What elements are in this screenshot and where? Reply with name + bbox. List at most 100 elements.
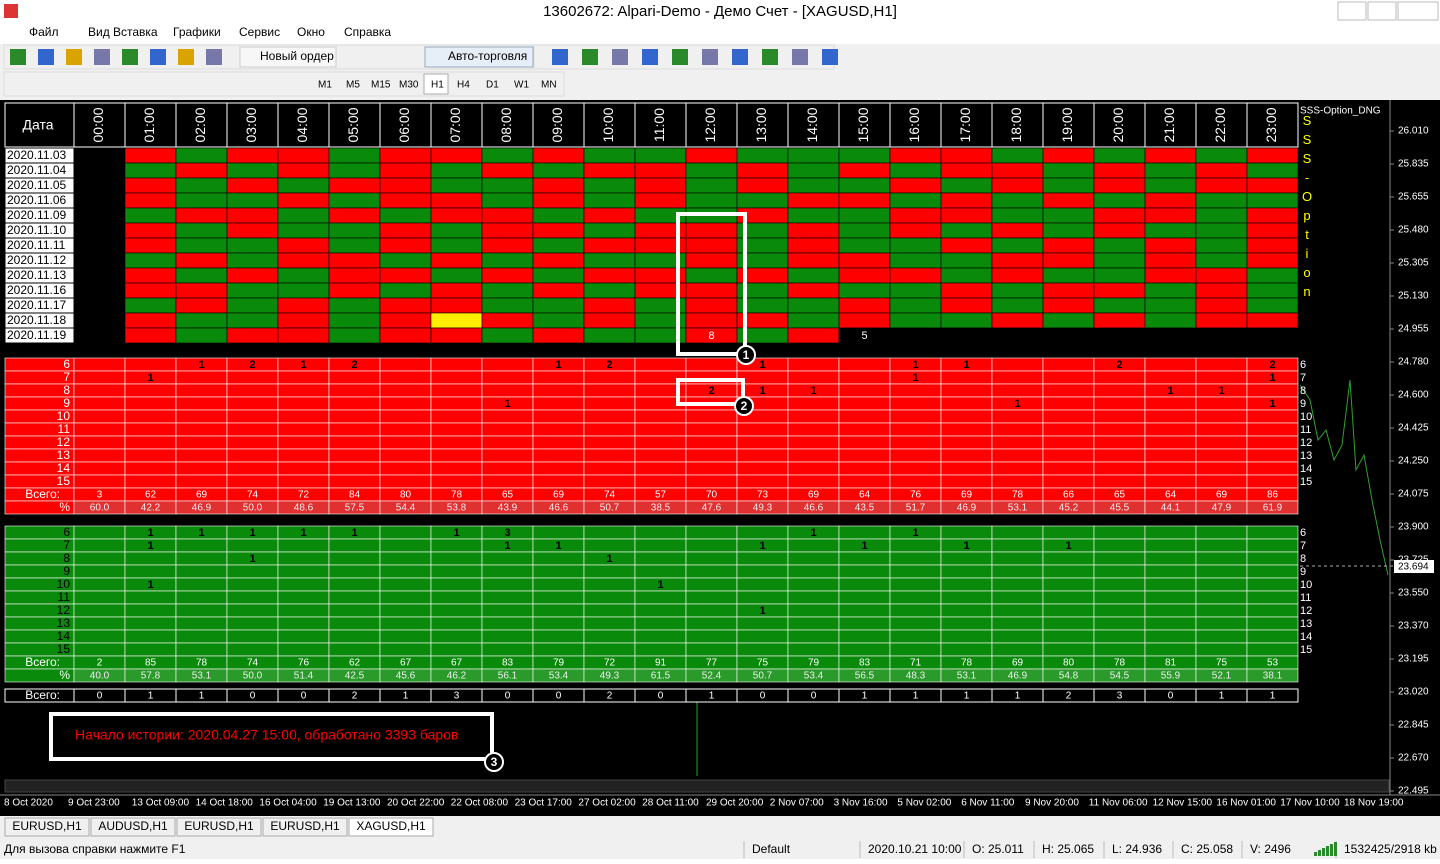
toolbar-icon[interactable] [762,49,778,65]
stat-cell [73,538,126,553]
pct-value: 42.5 [345,671,365,682]
minimize-button[interactable] [1337,1,1367,21]
hour-cell [787,207,840,224]
chart-tab[interactable] [90,817,176,837]
stat-cell [1042,642,1095,657]
stat-cell [991,474,1044,489]
chart-tab[interactable] [176,817,262,837]
toolbar-icon[interactable] [822,49,838,65]
stat-cell [1144,474,1197,489]
toolbar-icon[interactable] [612,49,628,65]
chart-tab-label[interactable]: EURUSD,H1 [270,819,340,833]
chart-tab-label[interactable]: AUDUSD,H1 [98,819,168,833]
stat-cell [634,642,687,657]
stat-count: 1 [810,527,816,539]
stat-cell [1093,603,1146,618]
menu-item[interactable]: Сервис [239,25,280,39]
hour-cell [124,162,177,179]
hour-header: 12:00 [702,107,718,142]
toolbar-icon[interactable] [150,49,166,65]
toolbar-icon[interactable] [206,49,222,65]
stat-cell [736,551,789,566]
stat-cell [1246,616,1299,631]
hour-cell [889,327,942,344]
close-button[interactable] [1397,1,1439,21]
hour-cell [532,237,585,254]
chart-tab-label[interactable]: EURUSD,H1 [12,819,82,833]
new-order-button[interactable] [239,46,337,68]
toolbar-icon[interactable] [38,49,54,65]
toolbar-icon[interactable] [122,49,138,65]
stat-cell [940,577,993,592]
hour-cell [1246,312,1299,329]
toolbar-icon[interactable] [10,49,26,65]
timeframe-button[interactable]: H1 [431,80,444,91]
timeframe-button[interactable]: M5 [346,80,360,91]
timeframe-button[interactable]: M15 [371,80,391,91]
toolbar-icon[interactable] [178,49,194,65]
menu-item[interactable]: Справка [344,25,391,39]
timeframe-button[interactable]: H4 [457,80,470,91]
toolbar-icon[interactable] [792,49,808,65]
stat-cell [787,538,840,553]
restore-button[interactable] [1367,1,1397,21]
stat-cell [379,525,432,540]
stat-cell [328,383,381,398]
stat-cell [328,448,381,463]
menu-item[interactable]: Графики [173,25,221,39]
new-order-label[interactable]: Новый ордер [260,49,334,63]
chart-tab-label[interactable]: EURUSD,H1 [184,819,254,833]
timeframe-button[interactable]: W1 [514,80,529,91]
toolbar-icon[interactable] [552,49,568,65]
hour-cell [838,267,891,284]
timeframe-button[interactable]: D1 [486,80,499,91]
hour-cell [481,162,534,179]
timeframe-button[interactable]: M30 [399,80,419,91]
stat-cell [787,448,840,463]
toolbar-icon[interactable] [642,49,658,65]
chart-tab[interactable] [4,817,90,837]
total-value: 67 [400,658,412,669]
hour-cell [1042,282,1095,299]
stat-cell [277,551,330,566]
hour-cell [175,162,228,179]
stat-cell [634,461,687,476]
stat-cell [73,564,126,579]
chart-tab[interactable] [262,817,348,837]
auto-trading-label[interactable]: Авто-торговля [448,49,527,63]
hour-cell [1042,207,1095,224]
stat-cell [73,370,126,385]
toolbar-icon[interactable] [66,49,82,65]
auto-trading-button[interactable] [424,46,534,68]
hour-cell [787,267,840,284]
hour-cell [1144,267,1197,284]
toolbar-icon[interactable] [732,49,748,65]
menu-item[interactable]: Вид [88,25,110,39]
stat-cell [1246,474,1299,489]
chart-tab-label[interactable]: XAGUSD,H1 [356,819,426,833]
toolbar-icon[interactable] [94,49,110,65]
toolbar-icon[interactable] [702,49,718,65]
price-label: 24.780 [1398,357,1429,368]
stat-cell [481,590,534,605]
menu-item[interactable]: Вставка [113,25,158,39]
stat-cell [124,629,177,644]
stat-cell [685,448,738,463]
menu-item[interactable]: Окно [297,25,325,39]
hour-cell [787,177,840,194]
toolbar-icon[interactable] [672,49,688,65]
hour-cell [481,192,534,209]
stat-cell [583,383,636,398]
toolbar-icon[interactable] [582,49,598,65]
stat-cell [430,642,483,657]
stat-cell [1042,409,1095,424]
timeframe-button[interactable]: M1 [318,80,332,91]
connection-bar [1326,846,1329,856]
chart-tab[interactable] [348,817,434,837]
timeframe-button[interactable]: MN [541,80,557,91]
stat-cell [1144,538,1197,553]
callout-box [676,378,745,406]
stat-row-label-right: 9 [1300,398,1306,410]
stat-cell [532,551,585,566]
menu-item[interactable]: Файл [29,25,59,39]
